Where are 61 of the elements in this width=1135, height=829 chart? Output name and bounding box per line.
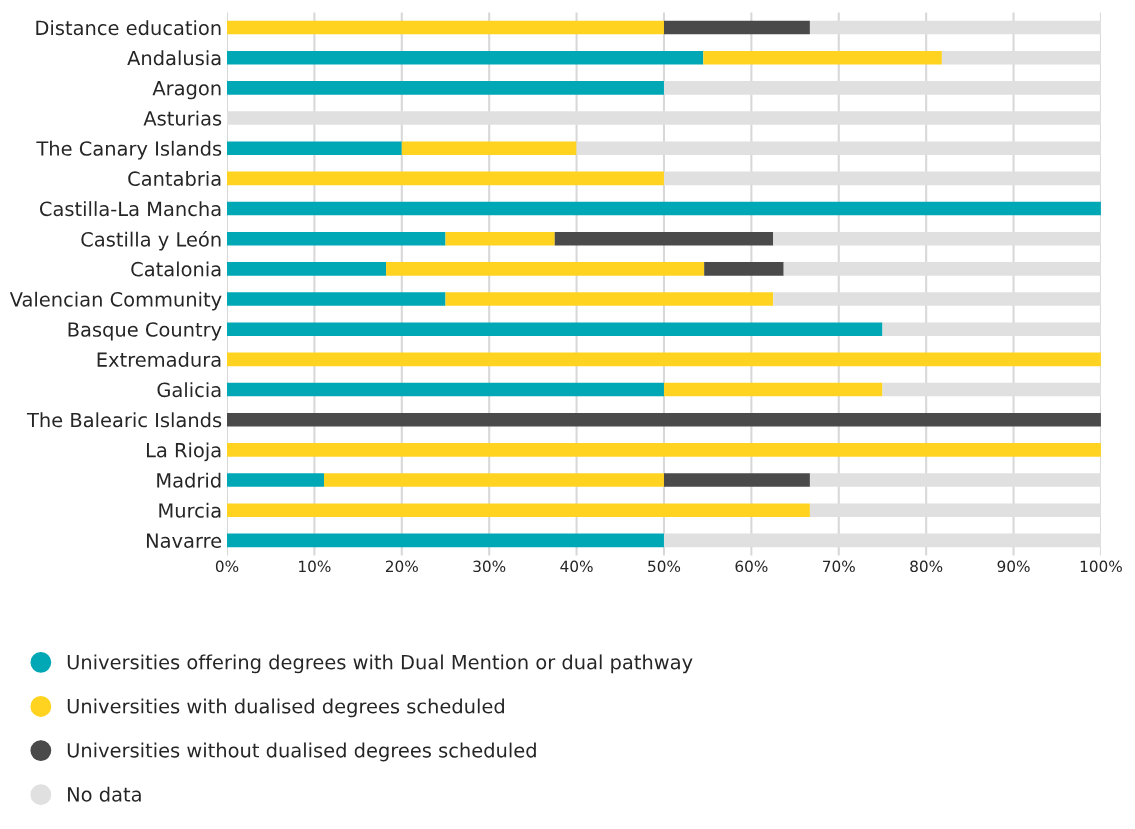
bar	[227, 201, 1101, 216]
y-tick-label: La Rioja	[146, 442, 221, 462]
bar	[663, 20, 810, 35]
bar	[227, 382, 664, 397]
bar	[227, 292, 446, 306]
legend-label: Universities offering degrees with Dual Mention or dual pathway	[67, 654, 693, 674]
y-tick-label: Cantabria	[128, 170, 221, 187]
y-tick-label: The Balearic Islands	[26, 412, 222, 428]
bar	[227, 473, 325, 487]
x-tick-label: 70%	[823, 560, 855, 573]
bar	[401, 141, 577, 155]
bar	[386, 262, 705, 276]
bar	[663, 382, 883, 397]
bar	[324, 473, 664, 487]
legend-label: Universities without dualised degrees scheduled	[67, 742, 536, 762]
x-tick-label: 50%	[648, 560, 681, 573]
bar	[227, 50, 704, 65]
bar	[445, 231, 555, 246]
x-tick-label: 90%	[997, 560, 1030, 573]
bar	[227, 533, 664, 548]
bar	[227, 352, 1101, 367]
x-tick-label: 30%	[473, 560, 506, 573]
y-tick-label: Murcia	[159, 502, 221, 518]
bar	[227, 20, 664, 35]
y-tick-label: Basque Country	[68, 322, 222, 341]
x-tick-label: 60%	[735, 560, 768, 573]
bar	[227, 231, 446, 246]
y-tick-label: Galicia	[157, 382, 221, 398]
bar	[704, 262, 784, 276]
bar	[227, 141, 402, 155]
legend-label: Universities with dualised degrees scheduled	[67, 698, 504, 718]
bar	[445, 292, 774, 306]
x-tick-label: 10%	[299, 560, 331, 573]
y-tick-label: Aragon	[152, 81, 221, 100]
y-tick-label: Andalusia	[127, 50, 221, 66]
y-tick-label: Madrid	[157, 472, 221, 488]
bar	[227, 322, 883, 336]
bar	[227, 262, 387, 276]
bar	[554, 231, 774, 246]
y-tick-label: Distance education	[36, 20, 221, 36]
x-tick-label: 0%	[215, 560, 239, 573]
y-tick-label: Castilla-La Mancha	[39, 201, 221, 217]
bar	[227, 503, 810, 517]
x-tick-label: 80%	[910, 560, 943, 573]
x-tick-label: 100%	[1080, 560, 1122, 573]
legend-label: No data	[68, 786, 141, 802]
y-tick-label: Castilla y León	[81, 230, 221, 251]
bar	[227, 81, 664, 95]
y-tick-label: Navarre	[146, 533, 222, 549]
bar	[227, 412, 1101, 427]
y-tick-label: Catalonia	[131, 261, 221, 277]
bar	[227, 171, 664, 186]
y-tick-label: The Canary Islands	[36, 140, 222, 160]
bar	[227, 443, 1101, 457]
y-tick-label: Extremadura	[97, 351, 221, 368]
bar	[703, 50, 942, 65]
y-tick-label: Asturias	[143, 110, 222, 126]
x-tick-label: 40%	[560, 560, 593, 573]
y-tick-label: Valencian Community	[9, 291, 222, 311]
x-tick-label: 20%	[385, 560, 418, 573]
bar	[663, 473, 810, 487]
